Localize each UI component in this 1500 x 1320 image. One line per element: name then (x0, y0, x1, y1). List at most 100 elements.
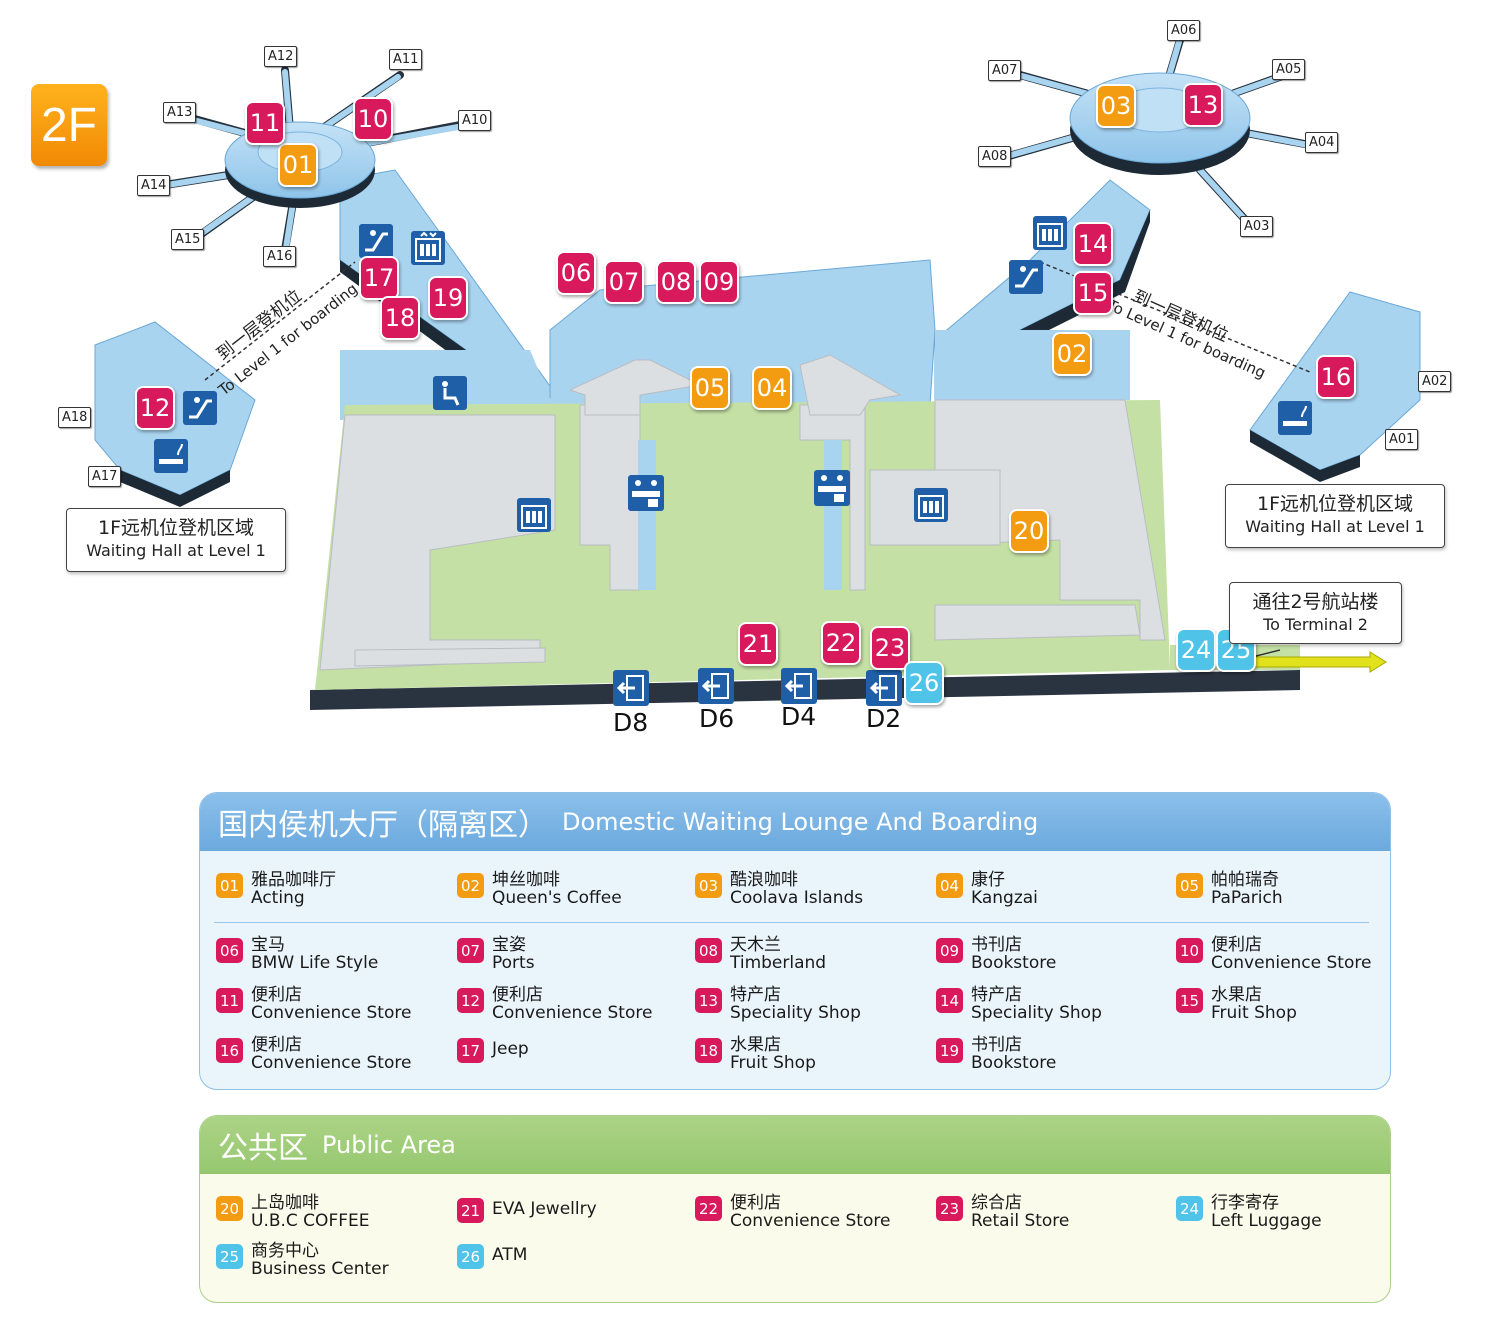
legend-number-badge: 23 (936, 1196, 963, 1221)
legend-name-en: Left Luggage (1211, 1211, 1322, 1231)
legend-item-01[interactable]: 01 雅品咖啡厅 Acting (216, 871, 336, 907)
map-badge-18[interactable]: 18 (380, 296, 420, 340)
legend-number-badge: 21 (457, 1198, 484, 1223)
elevator-icon-hall-left (517, 498, 551, 532)
legend-item-04[interactable]: 04 康仔 Kangzai (936, 871, 1038, 907)
map-badge-21[interactable]: 21 (738, 622, 778, 666)
legend-item-02[interactable]: 02 坤丝咖啡 Queen's Coffee (457, 871, 622, 907)
legend-item-11[interactable]: 11 便利店 Convenience Store (216, 986, 411, 1022)
legend-number-badge: 04 (936, 873, 963, 898)
map-badge-07[interactable]: 07 (604, 260, 644, 304)
map-badge-06[interactable]: 06 (556, 251, 596, 295)
callout-right-en: Waiting Hall at Level 1 (1245, 517, 1425, 536)
map-badge-08[interactable]: 08 (656, 260, 696, 304)
legend-name-cn: 便利店 (251, 1035, 302, 1055)
legend-text: 书刊店 Bookstore (971, 1036, 1056, 1072)
legend-number-badge: 25 (216, 1244, 243, 1269)
map-badge-03[interactable]: 03 (1096, 84, 1136, 128)
map-badge-23[interactable]: 23 (870, 626, 910, 670)
map-badge-12[interactable]: 12 (135, 386, 175, 430)
legend-text: 酷浪咖啡 Coolava Islands (730, 871, 863, 907)
map-badge-20[interactable]: 20 (1009, 509, 1049, 553)
domestic-title-en: Domestic Waiting Lounge And Boarding (562, 808, 1039, 836)
legend-item-12[interactable]: 12 便利店 Convenience Store (457, 986, 652, 1022)
legend-text: 便利店 Convenience Store (1211, 936, 1371, 972)
callout-to-terminal-2: 通往2号航站楼 To Terminal 2 (1229, 582, 1402, 644)
legend-name-en: Queen's Coffee (492, 888, 622, 908)
legend-text: 特产店 Speciality Shop (971, 986, 1102, 1022)
legend-name-cn: 酷浪咖啡 (730, 870, 798, 890)
map-badge-24[interactable]: 24 (1176, 628, 1216, 672)
check-in-counter-icon-right (814, 470, 850, 506)
legend-item-19[interactable]: 19 书刊店 Bookstore (936, 1036, 1056, 1072)
legend-name-en: Speciality Shop (730, 1003, 861, 1023)
legend-item-15[interactable]: 15 水果店 Fruit Shop (1176, 986, 1297, 1022)
legend-item-13[interactable]: 13 特产店 Speciality Shop (695, 986, 861, 1022)
door-label-d2: D2 (866, 704, 902, 733)
exit-door-icon-d8 (613, 670, 649, 706)
gate-label-a17: A17 (88, 466, 122, 487)
legend-name-cn: 天木兰 (730, 935, 781, 955)
legend-item-25[interactable]: 25 商务中心 Business Center (216, 1242, 389, 1278)
legend-item-16[interactable]: 16 便利店 Convenience Store (216, 1036, 411, 1072)
legend-item-24[interactable]: 24 行李寄存 Left Luggage (1176, 1194, 1322, 1230)
map-badge-10[interactable]: 10 (353, 97, 393, 141)
map-badge-22[interactable]: 22 (821, 621, 861, 665)
legend-item-05[interactable]: 05 帕帕瑞奇 PaParich (1176, 871, 1283, 907)
elevator-icon-right (1033, 216, 1067, 250)
domestic-legend-header: 国内侯机大厅（隔离区） Domestic Waiting Lounge And … (200, 793, 1390, 851)
legend-name-en: ATM (492, 1245, 528, 1265)
legend-name-en: PaParich (1211, 888, 1283, 908)
legend-name-en: Fruit Shop (730, 1053, 816, 1073)
map-badge-09[interactable]: 09 (699, 260, 739, 304)
legend-name-en: Convenience Store (1211, 953, 1372, 973)
legend-item-26[interactable]: 26 ATM (457, 1242, 527, 1269)
legend-text: 雅品咖啡厅 Acting (251, 871, 336, 907)
legend-divider (214, 922, 1369, 923)
legend-item-17[interactable]: 17 Jeep (457, 1036, 529, 1063)
gate-label-a03: A03 (1240, 216, 1274, 237)
map-badge-04[interactable]: 04 (752, 366, 792, 410)
map-badge-19[interactable]: 19 (428, 276, 468, 320)
legend-text: 康仔 Kangzai (971, 871, 1038, 907)
legend-item-20[interactable]: 20 上岛咖啡 U.B.C COFFEE (216, 1194, 369, 1230)
legend-name-en: Kangzai (971, 888, 1038, 908)
map-badge-02[interactable]: 02 (1052, 332, 1092, 376)
map-badge-13[interactable]: 13 (1183, 83, 1223, 127)
terminal-floor-map: 2F A12 A11 A13 A10 A14 A15 A16 A18 A17 A… (31, 20, 1452, 737)
legend-item-14[interactable]: 14 特产店 Speciality Shop (936, 986, 1102, 1022)
legend-name-en: Convenience Store (251, 1003, 412, 1023)
legend-item-21[interactable]: 21 EVA Jewellry (457, 1196, 597, 1223)
legend-item-03[interactable]: 03 酷浪咖啡 Coolava Islands (695, 871, 863, 907)
legend-name-en: Coolava Islands (730, 888, 864, 908)
map-badge-16[interactable]: 16 (1316, 355, 1356, 399)
map-badge-14[interactable]: 14 (1073, 222, 1113, 266)
legend-name-cn: 行李寄存 (1211, 1193, 1279, 1213)
legend-number-badge: 03 (695, 873, 722, 898)
map-badge-01[interactable]: 01 (278, 143, 318, 187)
legend-item-08[interactable]: 08 天木兰 Timberland (695, 936, 826, 972)
legend-name-en: Convenience Store (251, 1053, 412, 1073)
legend-text: 便利店 Convenience Store (251, 986, 411, 1022)
legend-item-18[interactable]: 18 水果店 Fruit Shop (695, 1036, 816, 1072)
map-badge-11[interactable]: 11 (245, 101, 285, 145)
legend-item-06[interactable]: 06 宝马 BMW Life Style (216, 936, 378, 972)
legend-name-en: Fruit Shop (1211, 1003, 1297, 1023)
map-badge-05[interactable]: 05 (690, 366, 730, 410)
elevator-icon-hall-right (914, 488, 948, 522)
legend-name-cn: 特产店 (730, 985, 781, 1005)
map-badge-15[interactable]: 15 (1073, 271, 1113, 315)
legend-name-en: Retail Store (971, 1211, 1070, 1231)
legend-name-en: EVA Jewellry (492, 1199, 597, 1219)
legend-number-badge: 16 (216, 1038, 243, 1063)
legend-number-badge: 12 (457, 988, 484, 1013)
legend-item-23[interactable]: 23 综合店 Retail Store (936, 1194, 1069, 1230)
legend-item-07[interactable]: 07 宝姿 Ports (457, 936, 535, 972)
exit-door-icon-d2 (866, 670, 902, 706)
legend-text: 帕帕瑞奇 PaParich (1211, 871, 1283, 907)
legend-item-09[interactable]: 09 书刊店 Bookstore (936, 936, 1056, 972)
map-badge-17[interactable]: 17 (359, 256, 399, 300)
map-badge-26[interactable]: 26 (904, 661, 944, 705)
legend-item-22[interactable]: 22 便利店 Convenience Store (695, 1194, 890, 1230)
legend-item-10[interactable]: 10 便利店 Convenience Store (1176, 936, 1371, 972)
